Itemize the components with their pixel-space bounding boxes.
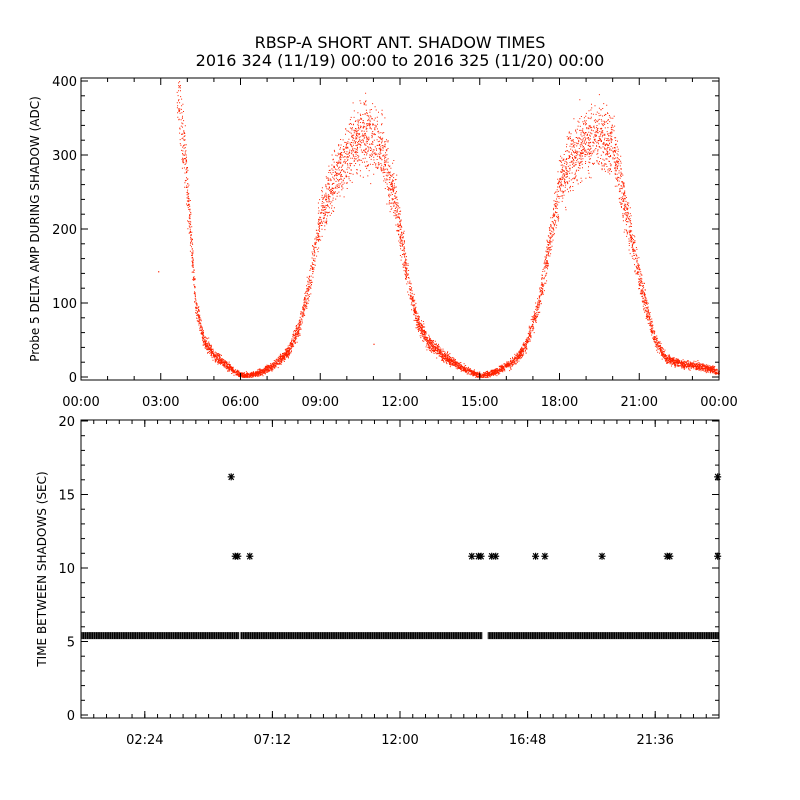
- bottom-y-axis-label: TIME BETWEEN SHADOWS (SEC): [35, 471, 49, 667]
- bottom-panel: 02:24 07:12 12:00 16:48 21:36 0 5 10 15 20 TIME B…: [35, 415, 722, 748]
- top-outlier-point: [373, 343, 375, 345]
- top-x-tick-label: 21:00: [621, 395, 658, 410]
- bottom-star-marker: [666, 552, 674, 560]
- top-x-tick-label: 03:00: [142, 395, 179, 410]
- bottom-scatter-points: [81, 473, 722, 640]
- top-panel: 00:00 03:00 06:00 09:00 12:00 15:00 18:00 21:00…: [28, 75, 738, 410]
- top-y-axis-label: Probe 5 DELTA AMP DURING SHADOW (ADC): [28, 96, 42, 362]
- bottom-y-tick-label: 5: [67, 636, 75, 651]
- top-y-tick-label: 200: [52, 223, 77, 238]
- top-x-tick-label: 09:00: [302, 395, 339, 410]
- top-x-tick-label: 00:00: [62, 395, 99, 410]
- baseline-segment: [81, 632, 240, 640]
- bottom-star-marker: [227, 473, 235, 481]
- bottom-star-marker: [246, 552, 254, 560]
- top-y-tick-label: 300: [52, 149, 77, 164]
- baseline-segment: [240, 632, 483, 640]
- bottom-y-tick-label: 15: [58, 489, 75, 504]
- chart-subtitle: 2016 324 (11/19) 00:00 to 2016 325 (11/2…: [195, 51, 605, 70]
- top-y-tick-label: 0: [69, 371, 77, 386]
- bottom-plot-frame: [80, 419, 720, 719]
- bottom-star-marker: [532, 552, 540, 560]
- top-x-tick-label: 18:00: [541, 395, 578, 410]
- bottom-star-marker: [492, 552, 500, 560]
- bottom-x-tick-label: 07:12: [254, 733, 291, 748]
- top-y-tick-label: 400: [52, 75, 77, 90]
- baseline-segment: [487, 632, 719, 640]
- bottom-x-tick-label: 02:24: [126, 733, 163, 748]
- bottom-star-marker: [468, 552, 476, 560]
- bottom-star-marker: [477, 552, 485, 560]
- top-axes: 00:00 03:00 06:00 09:00 12:00 15:00 18:00 21:00…: [52, 75, 738, 410]
- top-x-tick-label: 15:00: [461, 395, 498, 410]
- bottom-x-tick-label: 21:36: [636, 733, 673, 748]
- bottom-baseline-band: [81, 632, 719, 640]
- top-outlier-point: [158, 271, 160, 273]
- top-x-tick-label: 00:00: [700, 395, 737, 410]
- chart-title: RBSP-A SHORT ANT. SHADOW TIMES: [254, 33, 546, 52]
- bottom-axes: 02:24 07:12 12:00 16:48 21:36 0 5 10 15 20: [58, 415, 719, 748]
- bottom-y-tick-label: 10: [58, 562, 75, 577]
- top-x-tick-label: 12:00: [381, 395, 418, 410]
- top-scatter-points: [158, 81, 720, 378]
- top-scatter-markers: [176, 81, 720, 378]
- bottom-star-marker: [598, 552, 606, 560]
- bottom-y-tick-label: 20: [58, 415, 75, 430]
- bottom-x-tick-label: 16:48: [509, 733, 546, 748]
- bottom-star-marker: [234, 552, 242, 560]
- bottom-star-marker: [541, 552, 549, 560]
- top-x-tick-label: 06:00: [222, 395, 259, 410]
- bottom-y-tick-label: 0: [67, 709, 75, 724]
- bottom-x-tick-label: 12:00: [381, 733, 418, 748]
- top-y-tick-label: 100: [52, 297, 77, 312]
